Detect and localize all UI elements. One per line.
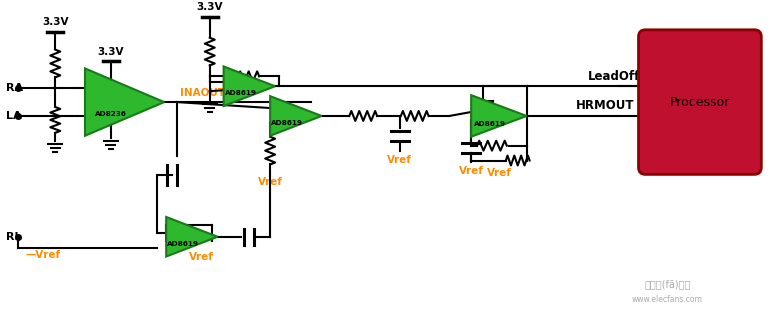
FancyBboxPatch shape <box>639 30 761 174</box>
Text: LeadOff: LeadOff <box>588 70 640 83</box>
Polygon shape <box>85 68 164 136</box>
Text: AD8619: AD8619 <box>271 120 303 126</box>
Text: INAOUT: INAOUT <box>180 88 226 98</box>
Text: Vref: Vref <box>189 252 214 262</box>
Text: Vref: Vref <box>388 154 412 165</box>
Text: www.elecfans.com: www.elecfans.com <box>632 295 703 304</box>
Text: AD8619: AD8619 <box>225 90 257 96</box>
Text: AD8619: AD8619 <box>474 121 505 127</box>
Text: —Vref: —Vref <box>26 250 60 260</box>
Text: 3.3V: 3.3V <box>197 2 223 12</box>
Text: AD8236: AD8236 <box>95 111 127 117</box>
Polygon shape <box>224 67 275 106</box>
Text: Vref: Vref <box>258 177 283 187</box>
Text: RA: RA <box>5 83 23 93</box>
Text: HRMOUT: HRMOUT <box>576 99 635 112</box>
Text: 3.3V: 3.3V <box>42 17 68 27</box>
Text: 電子發(fā)燒友: 電子發(fā)燒友 <box>644 279 691 289</box>
Polygon shape <box>166 217 218 257</box>
Text: LA: LA <box>5 111 22 121</box>
Text: RL: RL <box>5 232 21 242</box>
Text: Vref: Vref <box>459 166 484 176</box>
Text: AD8619: AD8619 <box>167 241 199 247</box>
Text: 3.3V: 3.3V <box>98 46 124 57</box>
Text: Vref: Vref <box>487 168 512 178</box>
Polygon shape <box>471 95 527 137</box>
Polygon shape <box>270 96 322 136</box>
Text: Processor: Processor <box>670 95 730 109</box>
